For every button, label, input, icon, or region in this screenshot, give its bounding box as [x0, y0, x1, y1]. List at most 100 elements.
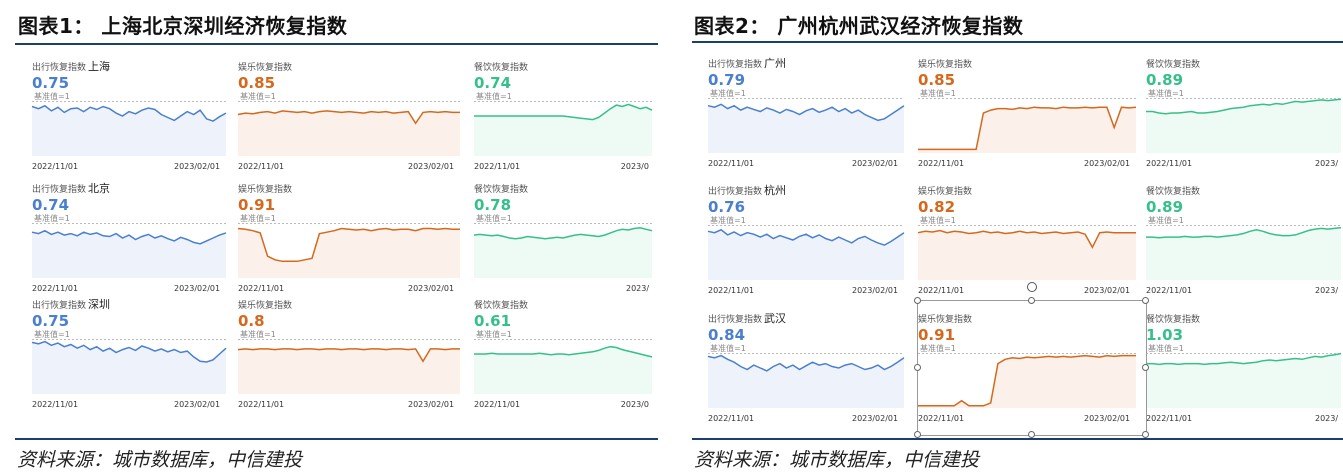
chart-panel: 餐饮恢复指数 1.03 基准值=1 2022/11/01 2023/: [1144, 310, 1343, 423]
x-tick-end: 2023/02/01: [408, 400, 455, 409]
x-tick-end: 2023/: [1315, 414, 1339, 423]
series-line: [474, 103, 653, 121]
x-tick-start: 2022/11/01: [238, 162, 285, 171]
x-tick-start: 2022/11/01: [1146, 414, 1193, 423]
series-area: [1146, 353, 1341, 408]
resize-handle-n[interactable]: [1028, 297, 1035, 304]
chart-panel: 餐饮恢复指数 0.89 基准值=1 2022/11/01 2023/: [1144, 55, 1343, 168]
chart-svg: [1146, 224, 1342, 280]
panel-value: 0.76: [708, 198, 746, 216]
resize-handle-ne[interactable]: [1142, 297, 1149, 304]
x-tick-start: 2022/11/01: [474, 400, 521, 409]
series-area: [474, 227, 652, 278]
figure1-bottom-rule: [15, 438, 658, 440]
series-area: [238, 228, 460, 278]
chart-svg: [237, 100, 460, 156]
baseline-label: 基准值=1: [1148, 89, 1184, 99]
series-line: [237, 110, 460, 125]
panel-value: 0.75: [32, 312, 70, 330]
panel-value: 0.91: [918, 326, 956, 344]
figure2-title: 图表2： 广州杭州武汉经济恢复指数: [694, 14, 1024, 38]
series-area: [238, 110, 460, 156]
baseline-label: 基准值=1: [34, 214, 70, 224]
chart-svg: [474, 338, 653, 394]
figure1-title: 图表1： 上海北京深圳经济恢复指数: [18, 14, 348, 38]
panel-label: 娱乐恢复指数: [918, 60, 973, 70]
x-tick-start: 2022/11/01: [708, 159, 755, 168]
chart-svg: [474, 100, 653, 156]
series-line: [1146, 352, 1342, 366]
resize-handle-w[interactable]: [914, 364, 921, 371]
resize-handle-se[interactable]: [1142, 431, 1149, 438]
panel-label: 餐饮恢复指数: [474, 301, 529, 311]
selection-box[interactable]: [917, 300, 1147, 436]
resize-handle-nw[interactable]: [914, 297, 921, 304]
panel-label: 餐饮恢复指数: [1146, 315, 1201, 325]
panel-value: 0.8: [238, 312, 265, 330]
x-tick-end: 2023/0: [620, 162, 649, 171]
chart-panel: 出行恢复指数 武汉 0.84 基准值=1 2022/11/01 2023/02/01: [706, 310, 906, 423]
series-line: [473, 227, 653, 240]
x-tick-start: 2022/11/01: [32, 162, 79, 171]
chart-panel: 娱乐恢复指数 0.85 基准值=1 2022/11/01 2023/02/01: [916, 55, 1138, 168]
series-area: [238, 348, 460, 394]
x-tick-end: 2023/: [1315, 159, 1339, 168]
panel-city: 杭州: [764, 184, 786, 197]
panel-value: 0.61: [474, 312, 512, 330]
chart-panel: 娱乐恢复指数 0.91 基准值=1 2022/11/01 2023/02/01: [916, 310, 1138, 423]
chart-panel: 出行恢复指数 深圳 0.75 基准值=1 2022/11/01 2023/02/01: [30, 296, 228, 409]
rotate-handle-icon[interactable]: [1027, 282, 1037, 292]
baseline-label: 基准值=1: [1148, 344, 1184, 354]
chart-svg: [707, 224, 905, 280]
series-area: [918, 355, 1136, 408]
series-area: [1146, 227, 1341, 280]
figure1-source: 资料来源：城市数据库，中信建投: [17, 449, 303, 471]
series-line: [237, 227, 460, 263]
series-line: [31, 340, 227, 363]
panel-label: 娱乐恢复指数: [238, 301, 293, 311]
chart-panel: 出行恢复指数 广州 0.79 基准值=1 2022/11/01 2023/02/01: [706, 55, 906, 168]
chart-panel: 餐饮恢复指数 0.78 基准值=1 2023/: [472, 180, 654, 293]
panel-value: 0.84: [708, 326, 746, 344]
series-area: [708, 355, 904, 408]
panel-value: 0.89: [1146, 198, 1184, 216]
chart-svg: [473, 222, 653, 278]
baseline-label: 基准值=1: [1148, 216, 1184, 226]
panel-value: 0.89: [1146, 71, 1184, 89]
series-area: [474, 104, 652, 156]
baseline-label: 基准值=1: [476, 214, 512, 224]
x-tick-end: 2023/02/01: [852, 414, 899, 423]
baseline-label: 基准值=1: [920, 216, 956, 226]
x-tick-end: 2023/02/01: [1084, 159, 1131, 168]
chart-panel: 出行恢复指数 杭州 0.76 基准值=1 2022/11/01 2023/02/01: [706, 182, 906, 295]
baseline-label: 基准值=1: [240, 330, 276, 340]
x-tick-end: 2023/02/01: [1084, 286, 1131, 295]
resize-handle-sw[interactable]: [914, 431, 921, 438]
x-tick-end: 2023/02/01: [852, 159, 899, 168]
panel-label: 出行恢复指数: [708, 315, 763, 325]
chart-panel: 娱乐恢复指数 0.8 基准值=1 2022/11/01 2023/02/01: [236, 296, 462, 409]
resize-handle-s[interactable]: [1028, 431, 1035, 438]
baseline-label: 基准值=1: [34, 92, 70, 102]
chart-svg: [1146, 97, 1342, 153]
chart-svg: [918, 97, 1137, 153]
panel-value: 0.74: [474, 74, 512, 92]
resize-handle-e[interactable]: [1142, 364, 1149, 371]
panel-label: 出行恢复指数: [708, 60, 763, 70]
chart-svg: [31, 338, 227, 394]
panel-value: 0.79: [708, 71, 746, 89]
chart-panel: 娱乐恢复指数 0.85 基准值=1 2022/11/01 2023/02/01: [236, 58, 462, 171]
series-line: [707, 354, 905, 372]
panel-value: 1.03: [1146, 326, 1184, 344]
panel-label: 餐饮恢复指数: [1146, 187, 1201, 197]
panel-label: 娱乐恢复指数: [918, 315, 973, 325]
series-area: [32, 341, 226, 394]
baseline-label: 基准值=1: [920, 344, 956, 354]
series-line: [707, 228, 905, 246]
x-tick-end: 2023/: [626, 284, 650, 293]
baseline-label: 基准值=1: [710, 344, 746, 354]
panel-value: 0.74: [32, 196, 70, 214]
x-tick-end: 2023/02/01: [1084, 414, 1131, 423]
panel-label: 出行恢复指数: [32, 301, 87, 311]
x-tick-start: 2022/11/01: [32, 284, 79, 293]
